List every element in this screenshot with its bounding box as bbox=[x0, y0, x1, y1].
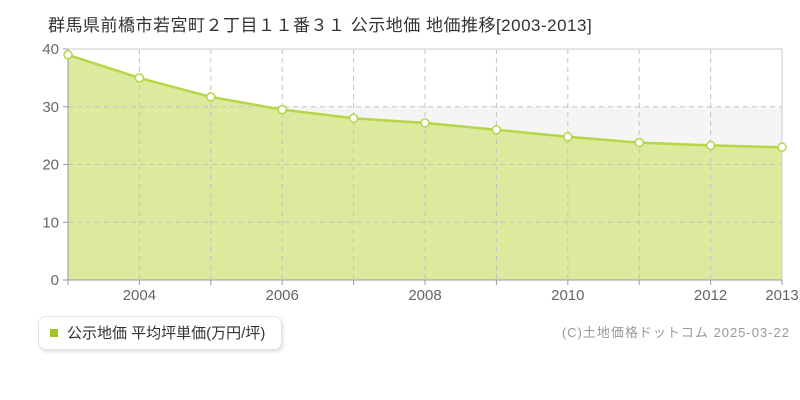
y-tick-label: 20 bbox=[42, 157, 59, 174]
x-tick-label: 2006 bbox=[266, 287, 299, 304]
x-tick-label: 2004 bbox=[123, 287, 156, 304]
data-point bbox=[277, 104, 287, 115]
data-point bbox=[705, 140, 716, 151]
y-tick-label: 10 bbox=[42, 214, 59, 231]
x-tick-label: 2010 bbox=[551, 287, 584, 304]
y-tick-label: 0 bbox=[51, 272, 59, 289]
data-point bbox=[134, 73, 145, 83]
data-point bbox=[491, 125, 502, 135]
data-point bbox=[563, 132, 573, 142]
data-point bbox=[634, 137, 644, 148]
legend: 公示地価 平均坪単価(万円/坪) bbox=[38, 316, 283, 350]
x-tick-label: 2012 bbox=[694, 287, 727, 304]
y-tick-label: 30 bbox=[42, 99, 59, 116]
y-tick-label: 40 bbox=[42, 41, 59, 58]
data-point bbox=[777, 142, 787, 152]
x-tick-label: 2013 bbox=[765, 287, 798, 304]
data-point bbox=[348, 113, 359, 124]
legend-label: 公示地価 平均坪単価(万円/坪) bbox=[67, 325, 266, 342]
copyright-text: (C)土地価格ドットコム 2025-03-22 bbox=[561, 325, 790, 340]
legend-marker-icon bbox=[50, 328, 58, 337]
x-tick-label: 2008 bbox=[408, 287, 441, 304]
data-point bbox=[206, 92, 216, 102]
data-point bbox=[420, 118, 430, 128]
data-point bbox=[63, 50, 73, 60]
chart-title: 群馬県前橋市若宮町２丁目１１番３１ 公示地価 地価推移[2003-2013] bbox=[48, 16, 593, 35]
